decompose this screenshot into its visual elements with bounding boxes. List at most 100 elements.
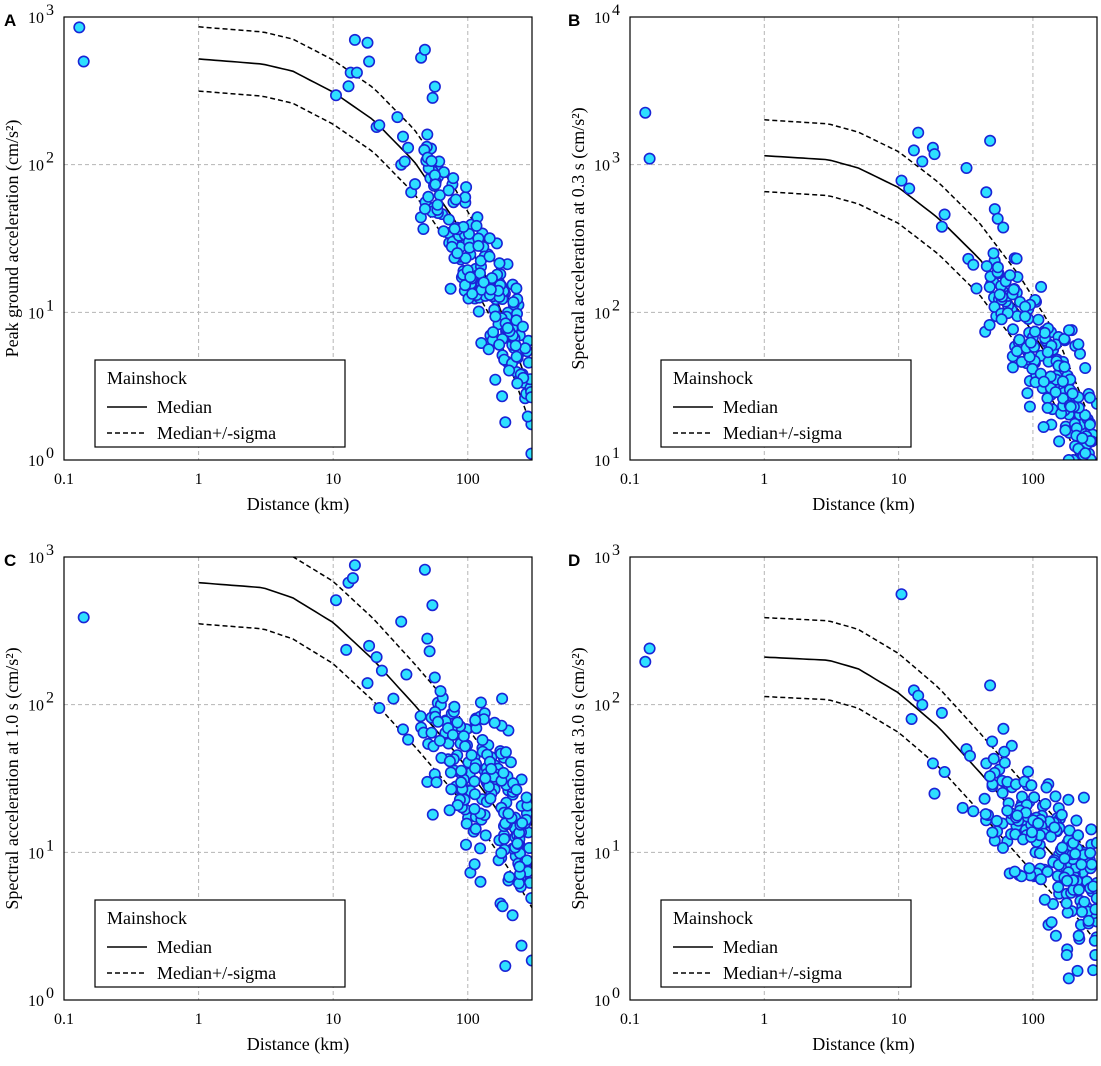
panel-letter: A [4,11,16,30]
data-point [998,745,1011,758]
data-point [980,260,993,273]
median-plus-sigma-line [291,557,532,826]
y-tick-label-exponent: 1 [612,837,620,854]
median-plus-sigma-line [764,119,1097,439]
data-point [418,202,431,215]
data-point [1041,346,1054,359]
x-tick-label: 1 [760,1011,768,1028]
data-point [511,837,524,850]
data-point [1060,948,1073,961]
legend-box [94,899,346,988]
data-point [1021,765,1034,778]
y-tick-label-base: 10 [28,550,44,567]
data-point [510,783,523,796]
panel-letter: D [568,551,580,570]
data-point [483,250,496,263]
data-point [396,723,409,736]
x-tick-label: 0.1 [620,1011,640,1028]
data-point [1049,386,1062,399]
data-point [348,33,361,46]
data-point [1082,914,1095,927]
data-point [430,776,443,789]
data-point [912,126,925,139]
x-tick-label: 0.1 [54,1011,74,1028]
y-tick-label-base: 10 [28,453,44,470]
data-point [485,762,498,775]
data-point [329,594,342,607]
data-point [1039,797,1052,810]
data-point [935,220,948,233]
data-point [1029,325,1042,338]
y-tick-label-exponent: 4 [612,2,620,19]
data-point [1056,375,1069,388]
x-tick-label: 100 [1021,1011,1045,1028]
data-point [373,701,386,714]
y-tick-label-exponent: 1 [46,297,54,314]
data-point [460,817,473,830]
data-point [1056,841,1069,854]
data-point [77,55,90,68]
data-point [1038,326,1051,339]
data-point [479,772,492,785]
y-tick-label-exponent: 2 [612,297,620,314]
data-point [469,822,482,835]
data-point [1087,880,1097,893]
data-point [990,814,1003,827]
data-point [1072,829,1085,842]
curves [764,119,1097,460]
data-point [423,645,436,658]
data-point [1058,852,1071,865]
data-point [522,356,532,369]
data-point [916,698,929,711]
data-point [984,134,997,147]
x-tick-label: 1 [195,1011,203,1028]
data-point [499,959,512,972]
panel-letter: C [4,551,16,570]
y-tick-label-exponent: 2 [46,690,54,707]
data-point [395,615,408,628]
data-point [1033,847,1046,860]
data-point [361,677,374,690]
legend-title: Mainshock [107,368,187,388]
data-point [1028,791,1041,804]
data-point [402,141,415,154]
data-point [444,282,457,295]
grid [64,557,532,1000]
data-point [983,318,996,331]
data-point [400,668,413,681]
data-point [1085,858,1097,871]
data-point [391,111,404,124]
legend-box [660,899,912,988]
data-point [983,280,996,293]
data-point [484,283,497,296]
data-point [515,939,528,952]
data-point [1072,929,1085,942]
legend: Mainshock Median Median+/-sigma [94,359,346,448]
data-point [447,172,460,185]
y-tick-label-base: 10 [594,845,610,862]
data-points [639,588,1097,985]
data-point [1071,964,1084,977]
data-point [928,787,941,800]
data-point [474,875,487,888]
data-point [1032,313,1045,326]
data-point [978,792,991,805]
data-point [479,829,492,842]
y-tick-label-exponent: 1 [612,445,620,462]
data-point [1011,809,1024,822]
data-point [1062,972,1075,985]
legend-median-label: Median [723,397,778,417]
data-point [1003,269,1016,282]
data-point [1026,826,1039,839]
data-point [455,776,468,789]
y-tick-label-base: 10 [594,698,610,715]
data-point [1063,324,1076,337]
x-axis-title: Distance (km) [812,1034,914,1055]
data-point [373,119,386,132]
data-point [442,213,455,226]
legend-sigma-label: Median+/-sigma [723,963,842,983]
data-point [525,892,532,905]
y-tick-label-base: 10 [594,305,610,322]
data-point [475,336,488,349]
data-point [444,766,457,779]
